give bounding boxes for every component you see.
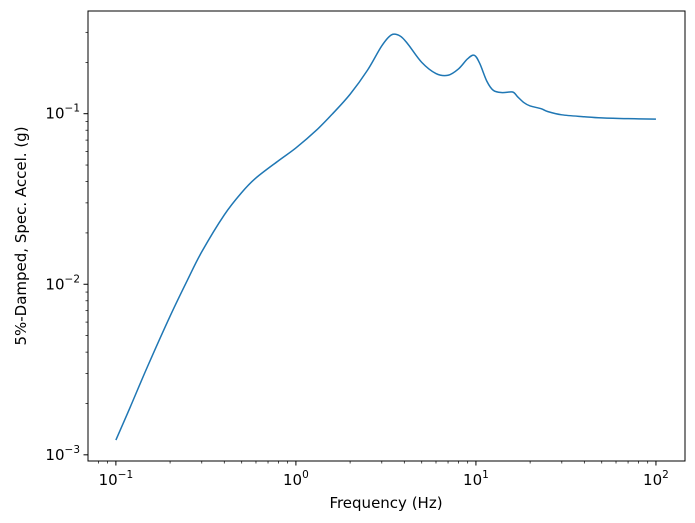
- y-axis-label: 5%-Damped, Spec. Accel. (g): [12, 126, 30, 345]
- x-tick-label: 100: [283, 469, 309, 489]
- major-ticks: [83, 113, 657, 466]
- plot-background: [88, 11, 685, 461]
- x-tick-label: 101: [463, 469, 489, 489]
- x-tick-label: 10−1: [99, 469, 134, 489]
- tick-labels: 10−1 100 101 102 10−3 10−2 10−1: [45, 103, 668, 489]
- x-tick-label: 102: [643, 469, 669, 489]
- y-tick-label: 10−3: [45, 444, 80, 464]
- series-layer: [115, 33, 656, 441]
- series-line: [115, 33, 656, 441]
- y-tick-label: 10−2: [45, 273, 80, 293]
- y-tick-label: 10−1: [45, 103, 80, 123]
- x-axis-label: Frequency (Hz): [329, 494, 442, 512]
- plot-frame: [87, 10, 686, 462]
